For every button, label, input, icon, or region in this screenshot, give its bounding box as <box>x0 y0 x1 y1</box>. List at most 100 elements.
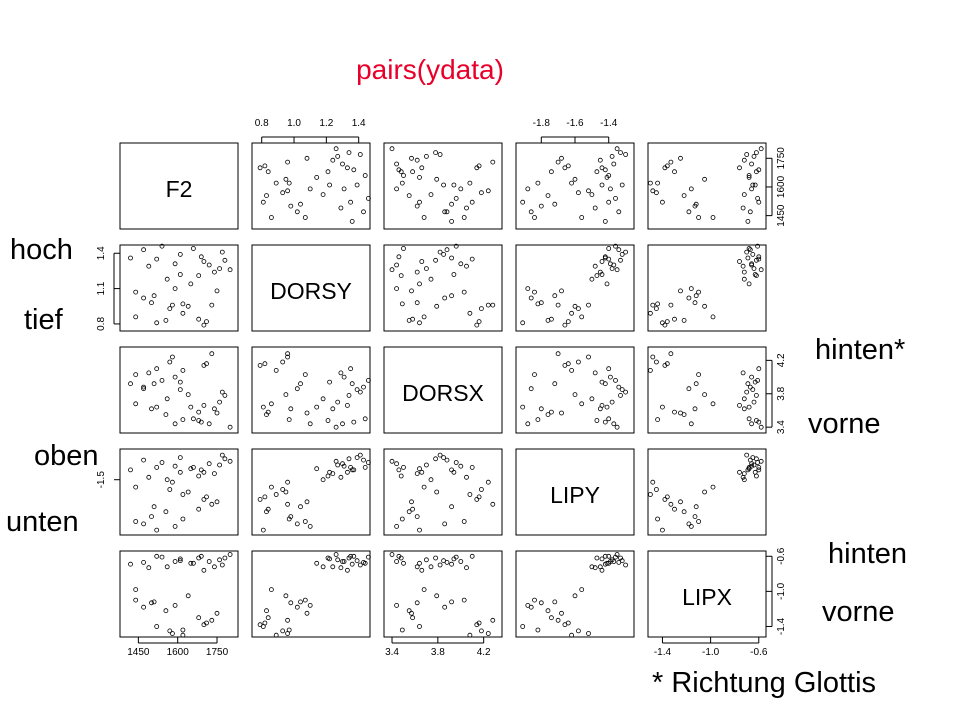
point-lipx-f2-16 <box>141 560 147 565</box>
point-lipx-lipy-16 <box>616 560 622 565</box>
point-lipx-f2-4 <box>217 557 223 563</box>
point-dorsx-lipy-31 <box>525 421 531 427</box>
point-lipx-dorsx-25 <box>490 617 496 623</box>
point-lipx-f2-22 <box>180 632 186 638</box>
point-dorsx-f2-29 <box>149 406 154 412</box>
point-lipx-f2-15 <box>177 556 183 562</box>
point-lipx-dorsx-26 <box>449 599 455 605</box>
point-lipy-lipx-27 <box>696 519 701 524</box>
point-dorsx-lipx-0 <box>746 416 752 422</box>
point-lipy-dorsy-34 <box>265 506 271 512</box>
point-lipy-lipx-1 <box>756 467 762 473</box>
point-lipy-lipx-23 <box>664 494 670 500</box>
point-lipy-f2-31 <box>172 524 178 529</box>
point-dorsx-dorsy-26 <box>298 381 303 387</box>
point-lipx-dorsy-1 <box>351 553 357 559</box>
point-f2-dorsx-10 <box>417 174 422 180</box>
point-lipy-dorsx-36 <box>434 489 440 495</box>
point-dorsx-lipx-32 <box>660 404 665 410</box>
point-dorsx-f2-4 <box>217 399 223 405</box>
point-lipx-dorsx-19 <box>469 553 475 559</box>
point-dorsy-lipx-7 <box>744 249 750 255</box>
point-lipx-dorsx-17 <box>449 561 455 567</box>
point-dorsx-lipy-30 <box>545 412 551 418</box>
point-lipy-lipx-21 <box>654 487 659 492</box>
point-f2-dorsx-0 <box>401 173 406 178</box>
point-lipy-dorsx-9 <box>398 473 404 479</box>
point-dorsx-dorsy-9 <box>325 418 331 423</box>
point-dorsy-lipy-35 <box>559 288 564 294</box>
point-lipx-f2-17 <box>128 561 133 567</box>
point-dorsx-f2-20 <box>169 354 175 360</box>
point-lipy-dorsy-13 <box>365 460 371 465</box>
point-dorsy-lipy-33 <box>535 301 541 307</box>
point-lipy-lipx-12 <box>741 477 747 483</box>
point-dorsy-lipy-37 <box>579 314 585 320</box>
point-f2-lipy-10 <box>604 174 610 180</box>
point-dorsx-lipy-22 <box>569 367 574 373</box>
point-lipx-f2-28 <box>141 604 147 610</box>
point-dorsx-lipx-18 <box>740 370 746 376</box>
point-lipx-f2-20 <box>169 631 175 636</box>
point-f2-dorsx-18 <box>464 205 469 211</box>
point-lipx-lipy-18 <box>592 565 598 571</box>
point-lipx-dorsx-24 <box>474 622 480 628</box>
point-lipx-dorsy-15 <box>327 556 333 562</box>
point-f2-dorsy-18 <box>338 205 344 211</box>
point-lipy-lipx-14 <box>749 463 754 469</box>
point-dorsx-dorsy-16 <box>361 384 366 390</box>
axis-right-dorsx-label-1: 3.8 <box>776 386 787 400</box>
point-lipy-dorsx-29 <box>414 514 420 519</box>
point-dorsx-dorsy-24 <box>257 362 263 368</box>
point-dorsy-f2-4 <box>217 266 223 272</box>
point-dorsy-lipy-25 <box>555 302 561 308</box>
point-dorsy-dorsx-13 <box>453 243 459 249</box>
point-lipy-lipx-13 <box>755 460 760 465</box>
point-lipx-dorsy-19 <box>348 553 354 559</box>
point-f2-lipx-27 <box>696 215 701 220</box>
point-dorsx-lipx-11 <box>750 387 756 393</box>
point-f2-dorsy-28 <box>294 209 300 215</box>
point-f2-dorsy-31 <box>307 186 313 192</box>
point-lipx-dorsy-25 <box>285 617 291 623</box>
point-f2-lipx-15 <box>752 182 758 188</box>
point-lipy-dorsx-18 <box>464 474 469 480</box>
point-lipy-dorsy-10 <box>314 466 320 472</box>
point-lipx-lipy-7 <box>623 562 628 568</box>
point-f2-dorsx-16 <box>444 209 450 215</box>
axis-bottom-lipx-label-2: -0.6 <box>750 647 768 658</box>
point-lipx-f2-12 <box>164 564 170 570</box>
point-dorsx-lipx-25 <box>668 351 674 357</box>
point-dorsx-lipy-34 <box>549 409 554 415</box>
point-dorsy-dorsx-35 <box>409 288 414 294</box>
point-lipy-f2-37 <box>133 484 139 490</box>
point-dorsy-lipy-28 <box>528 295 534 301</box>
axis-right-f2-label-2: 1750 <box>776 147 787 170</box>
point-lipx-f2-11 <box>177 558 183 564</box>
label-unten: unten <box>6 506 79 538</box>
point-lipx-dorsy-4 <box>335 557 341 563</box>
point-dorsx-lipx-36 <box>702 392 707 398</box>
point-lipy-dorsy-16 <box>361 457 366 463</box>
point-lipy-dorsy-35 <box>304 499 310 505</box>
point-dorsy-lipx-29 <box>692 300 698 306</box>
point-dorsy-lipx-26 <box>693 293 699 299</box>
point-dorsy-f2-19 <box>154 256 160 262</box>
point-dorsx-dorsy-7 <box>357 389 363 395</box>
point-f2-lipy-12 <box>589 192 595 198</box>
point-dorsx-f2-27 <box>133 372 139 378</box>
point-lipx-lipy-8 <box>599 567 605 573</box>
point-lipx-dorsx-22 <box>467 632 473 638</box>
point-lipy-f2-24 <box>201 496 207 502</box>
point-f2-dorsx-29 <box>414 203 420 209</box>
point-lipy-dorsy-15 <box>327 469 333 475</box>
point-dorsx-lipy-26 <box>552 381 558 387</box>
point-lipy-dorsx-11 <box>441 455 447 461</box>
point-dorsx-f2-15 <box>177 379 183 385</box>
point-lipx-dorsx-31 <box>394 603 400 608</box>
point-dorsy-f2-18 <box>146 263 152 269</box>
point-dorsy-dorsx-14 <box>458 261 464 267</box>
point-dorsx-f2-6 <box>227 424 233 430</box>
point-lipx-dorsy-29 <box>288 600 294 606</box>
point-dorsy-lipx-31 <box>688 286 694 292</box>
